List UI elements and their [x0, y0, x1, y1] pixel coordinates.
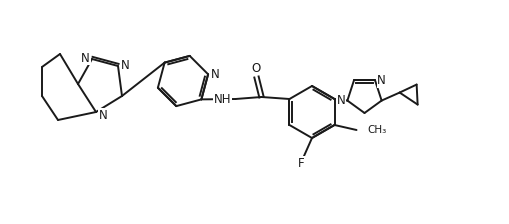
Text: NH: NH — [214, 93, 231, 106]
Text: O: O — [251, 62, 261, 75]
Text: N: N — [376, 74, 385, 87]
Text: CH₃: CH₃ — [367, 125, 386, 135]
Text: N: N — [99, 108, 107, 121]
Text: F: F — [297, 157, 304, 170]
Text: N: N — [81, 52, 90, 65]
Text: N: N — [211, 68, 219, 81]
Text: N: N — [336, 94, 345, 107]
Text: N: N — [121, 58, 129, 71]
